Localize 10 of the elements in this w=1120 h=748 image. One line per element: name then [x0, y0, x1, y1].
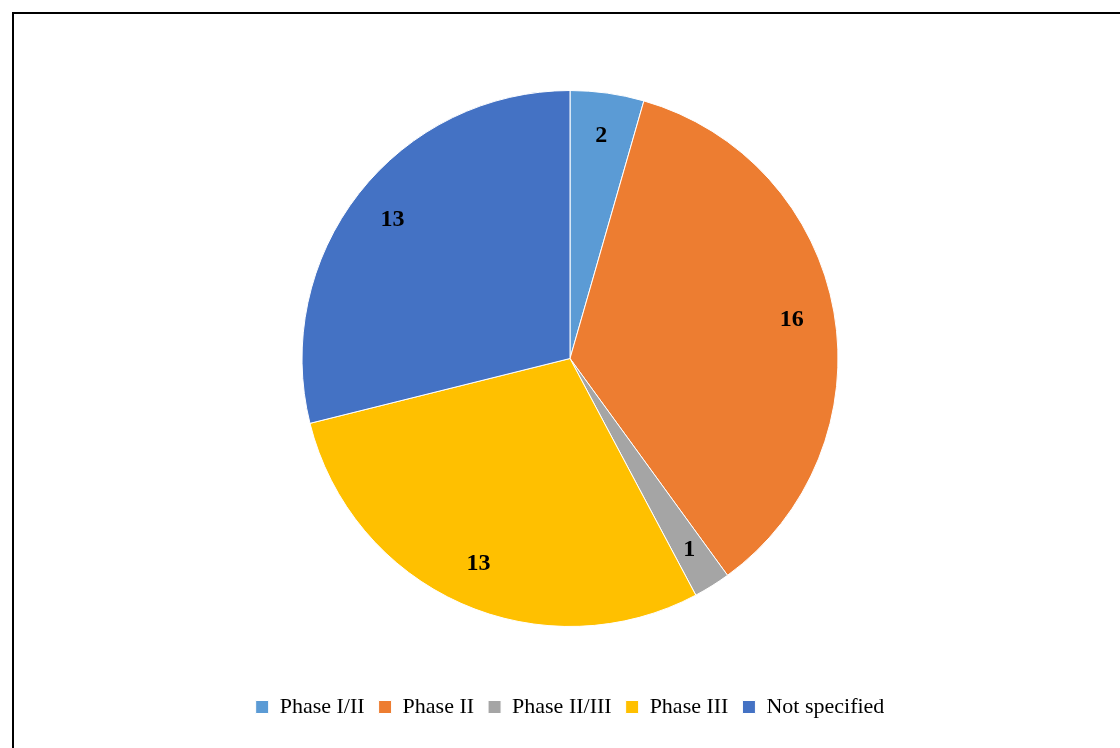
data-label: 2	[595, 120, 608, 147]
legend-label: Phase II/III	[512, 692, 612, 718]
data-label: 16	[779, 304, 804, 331]
legend-label: Phase III	[649, 692, 729, 718]
legend-label: Phase II	[402, 692, 475, 718]
data-label: 13	[466, 549, 491, 576]
data-label: 13	[380, 205, 405, 232]
legend-label: Phase I/II	[279, 692, 365, 718]
legend-label: Not specified	[766, 692, 885, 718]
data-label: 1	[683, 534, 696, 561]
